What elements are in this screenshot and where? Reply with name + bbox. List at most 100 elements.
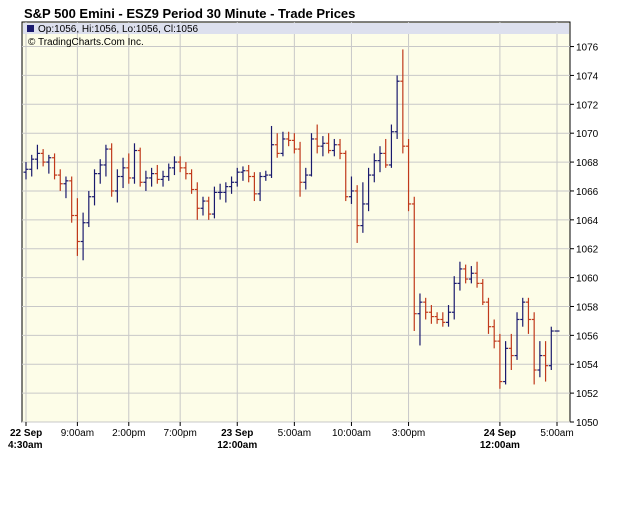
ohlc-bar [314, 124, 320, 154]
ohlc-bar [92, 169, 98, 206]
ohlc-bar [183, 162, 189, 180]
ohlc-bar [297, 141, 303, 197]
ohlc-bar [206, 196, 212, 220]
ohlc-bar [166, 163, 172, 181]
ohlc-bar [320, 136, 326, 157]
ohlc-bar [63, 176, 69, 199]
ohlc-bar [23, 162, 29, 180]
ohlc-bar [80, 212, 86, 261]
ohlc-bar [57, 169, 63, 191]
y-tick-label: 1058 [576, 302, 599, 313]
ohlc-bar [149, 167, 155, 187]
ohlc-bar [354, 185, 360, 243]
y-tick-label: 1062 [576, 245, 599, 256]
ohlc-bar [154, 164, 160, 184]
ohlc-bar [428, 305, 434, 324]
x-tick-sublabel: 12:00am [480, 440, 520, 451]
ohlc-bar [109, 143, 115, 197]
ohlc-bar [440, 312, 446, 327]
ohlc-bar [303, 167, 309, 190]
ohlc-bar [251, 172, 257, 202]
ohlc-bar [525, 297, 531, 334]
y-axis: 1050 1052 1054 1056 1058 1060 1062 1064 1066 1068… [570, 43, 599, 429]
ohlc-bar [240, 166, 246, 181]
ohlc-bar [194, 182, 200, 220]
ohlc-bar [360, 182, 366, 233]
ohlc-bar [189, 169, 195, 194]
ohlc-bar [40, 149, 46, 167]
ohlc-bar [217, 183, 223, 200]
copyright-text: © TradingCharts.Com Inc. [28, 37, 144, 48]
legend-square-icon [27, 25, 34, 32]
x-tick-sublabel: 4:30am [8, 440, 43, 451]
ohlc-bar [485, 297, 491, 334]
ohlc-bar [417, 293, 423, 346]
ohlc-bar [103, 144, 109, 177]
ohlc-bar [257, 172, 263, 202]
ohlc-bar [171, 156, 177, 176]
ohlc-bar [120, 157, 126, 189]
ohlc-bar [137, 147, 143, 187]
ohlc-bar [326, 133, 332, 154]
ohlc-bar [537, 341, 543, 378]
ohlc-bar [388, 124, 394, 168]
ohlc-bar [411, 196, 417, 332]
y-tick-label: 1064 [576, 216, 599, 227]
ohlc-bar [234, 167, 240, 187]
x-tick-sublabel: 12:00am [217, 440, 257, 451]
x-tick-label: 2:00pm [112, 428, 145, 439]
ohlc-bar [474, 261, 480, 288]
y-tick-label: 1072 [576, 100, 599, 111]
ohlc-bar [74, 198, 80, 256]
x-tick-label: 3:00pm [392, 428, 425, 439]
x-tick-label: 22 Sep [10, 428, 42, 439]
ohlc-bar [468, 266, 474, 284]
ohlc-bar [406, 138, 412, 212]
ohlc-bar [269, 125, 275, 178]
ohlc-bar [229, 176, 235, 194]
ohlc-bar [423, 297, 429, 320]
ohlc-bar [274, 133, 280, 158]
ohlc-bar [97, 159, 103, 184]
ohlc-bar [114, 169, 120, 203]
ohlc-bar [86, 190, 92, 228]
x-tick-label: 7:00pm [163, 428, 196, 439]
ohlc-bar [520, 297, 526, 327]
ohlc-bar [491, 319, 497, 349]
ohlc-bar [480, 279, 486, 306]
ohlc-bar [34, 144, 40, 170]
y-tick-label: 1054 [576, 360, 599, 371]
ohlc-bar [394, 75, 400, 139]
ohlc-bar [223, 182, 229, 203]
ohlc-bar [348, 176, 354, 204]
ohlc-bar [457, 261, 463, 291]
ohlc-bar [131, 143, 137, 184]
ohlc-bar [263, 170, 269, 181]
ohlc-bar [177, 156, 183, 173]
ohlc-bar [29, 154, 35, 177]
ohlc-bar [503, 341, 509, 385]
ohlc-bar [497, 333, 503, 389]
ohlc-bars [23, 49, 560, 389]
y-tick-label: 1070 [576, 129, 599, 140]
ohlc-bar [531, 312, 537, 385]
x-tick-label: 10:00am [332, 428, 371, 439]
ohlc-bar [46, 154, 52, 174]
ohlc-bar [69, 176, 75, 223]
ohlc-bar [383, 138, 389, 168]
x-tick-label: 5:00am [540, 428, 573, 439]
ohlc-bar [280, 131, 286, 157]
ohlc-bar [143, 170, 149, 191]
chart-title: S&P 500 Emini - ESZ9 Period 30 Minute - … [24, 6, 355, 21]
ohlc-bar [126, 153, 132, 184]
ohlc-bar [434, 312, 440, 324]
y-tick-label: 1050 [576, 418, 599, 429]
ohlc-bar [543, 341, 549, 382]
info-bar [23, 23, 569, 34]
ohlc-bar [160, 170, 166, 187]
ohlc-bar [286, 131, 292, 147]
ohlc-readout: Op:1056, Hi:1056, Lo:1056, Cl:1056 [38, 24, 199, 35]
ohlc-bar [400, 49, 406, 154]
